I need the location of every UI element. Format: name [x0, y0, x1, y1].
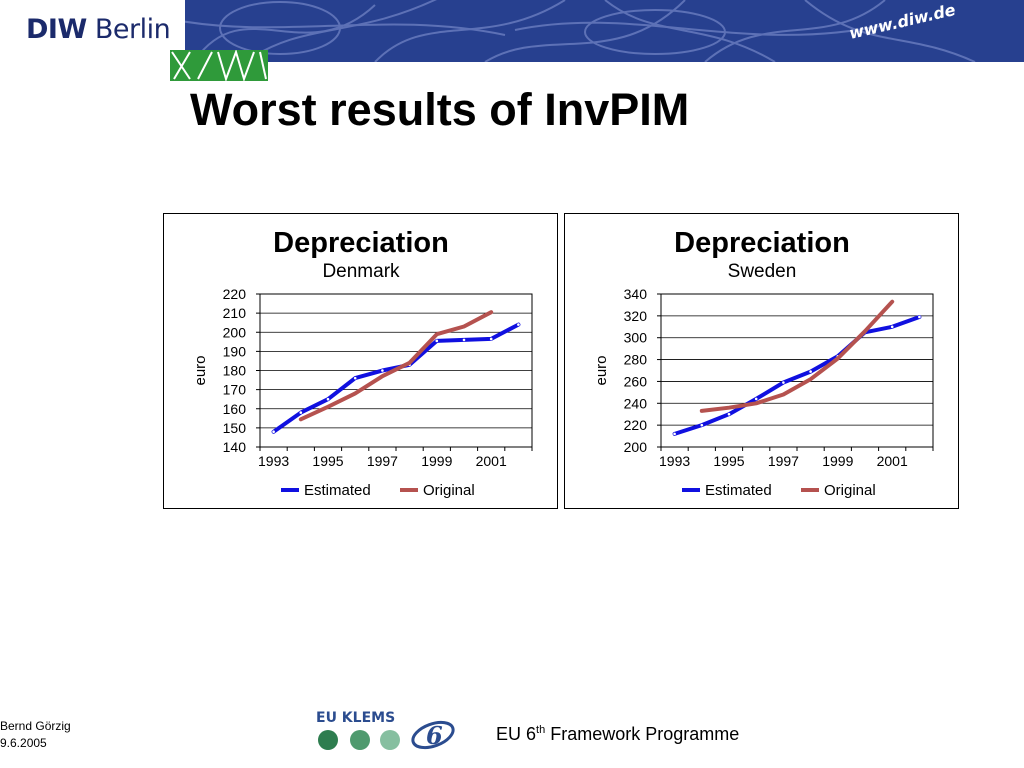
- diw-logo-text: DIW Berlin: [26, 14, 171, 45]
- y-axis-label: euro: [593, 355, 610, 385]
- chart-subtitle: Denmark: [322, 261, 400, 282]
- data-point: [782, 381, 785, 384]
- data-point: [700, 423, 704, 427]
- data-point: [727, 412, 731, 416]
- x-tick-label: 1997: [768, 453, 799, 469]
- x-tick-label: 1995: [312, 453, 343, 469]
- y-tick-label: 240: [624, 395, 648, 411]
- diw-logo: DIW Berlin: [0, 0, 185, 62]
- x-tick-label: 1995: [713, 453, 744, 469]
- author-name: Bernd Görzig: [0, 719, 71, 733]
- chart-panel-sweden: Depreciation Sweden 200 220 240 260 280 300 320 3…: [564, 213, 959, 509]
- header-banner: www.diw.de: [185, 0, 1024, 62]
- eu-klems-logo: EU KLEMS: [316, 710, 406, 752]
- fp6-logo-icon: 6: [411, 720, 455, 750]
- logo-bold: DIW: [26, 14, 87, 45]
- data-point: [353, 376, 357, 380]
- y-tick-label: 150: [223, 420, 247, 436]
- chart-panel-denmark: Depreciation Denmark 140 150 160 170 180 190 200…: [163, 213, 558, 509]
- data-point: [809, 370, 812, 373]
- y-tick-label: 280: [624, 352, 648, 368]
- data-point: [435, 339, 439, 343]
- y-tick-label: 140: [223, 439, 247, 455]
- eu-klems-label: EU KLEMS: [316, 710, 396, 726]
- data-point: [299, 411, 303, 414]
- x-tick-label: 1993: [659, 453, 690, 469]
- legend-label: Original: [423, 482, 475, 499]
- x-tick-label: 2001: [476, 453, 507, 469]
- series-line-original: [699, 299, 895, 413]
- data-point: [326, 397, 330, 401]
- x-tick-label: 2001: [877, 453, 908, 469]
- data-point: [890, 325, 894, 329]
- legend-label: Original: [824, 482, 876, 499]
- eu-klems-dot: [380, 730, 400, 750]
- green-accent-block: [170, 50, 268, 81]
- data-point: [462, 338, 466, 342]
- page-title: Worst results of InvPIM: [190, 84, 690, 135]
- data-point: [517, 323, 520, 326]
- data-point: [754, 397, 758, 401]
- y-tick-label: 200: [223, 324, 247, 340]
- x-tick-label: 1999: [421, 453, 452, 469]
- data-point: [381, 369, 384, 372]
- eu-klems-dot: [318, 730, 338, 750]
- green-block-decoration: [171, 50, 267, 81]
- logo-light: Berlin: [94, 14, 171, 45]
- y-tick-label: 180: [223, 363, 247, 379]
- data-point: [918, 315, 921, 319]
- presentation-date: 9.6.2005: [0, 736, 47, 750]
- y-axis-label: euro: [192, 355, 209, 385]
- legend-label: Estimated: [705, 482, 772, 499]
- programme-sup: th: [536, 724, 546, 736]
- chart-title: Depreciation: [273, 227, 449, 259]
- y-tick-label: 160: [223, 401, 247, 417]
- x-tick-label: 1993: [258, 453, 289, 469]
- y-tick-label: 170: [223, 382, 247, 398]
- series-line-estimated: [672, 315, 922, 436]
- data-point: [272, 430, 275, 433]
- y-tick-label: 320: [624, 308, 648, 324]
- y-tick-label: 210: [223, 305, 247, 321]
- x-tick-label: 1999: [822, 453, 853, 469]
- banner-decoration: [185, 0, 976, 62]
- programme-prefix: EU 6: [496, 724, 537, 744]
- y-tick-label: 190: [223, 343, 247, 359]
- data-point: [673, 432, 676, 436]
- y-tick-label: 340: [624, 286, 648, 302]
- x-tick-label: 1997: [367, 453, 398, 469]
- data-point: [489, 337, 493, 341]
- footer-programme: EU 6th Framework Programme: [496, 724, 739, 745]
- y-tick-label: 220: [624, 417, 648, 433]
- svg-text:6: 6: [426, 721, 443, 750]
- legend-label: Estimated: [304, 482, 371, 499]
- series-line-original: [298, 310, 494, 422]
- eu-klems-dot: [350, 730, 370, 750]
- y-tick-label: 200: [624, 439, 648, 455]
- programme-suffix: Framework Programme: [545, 724, 740, 744]
- y-tick-label: 260: [624, 373, 648, 389]
- chart-subtitle: Sweden: [728, 261, 797, 282]
- chart-title: Depreciation: [674, 227, 850, 259]
- footer-author: Bernd Görzig 9.6.2005: [0, 718, 71, 752]
- y-tick-label: 220: [223, 286, 247, 302]
- y-tick-label: 300: [624, 330, 648, 346]
